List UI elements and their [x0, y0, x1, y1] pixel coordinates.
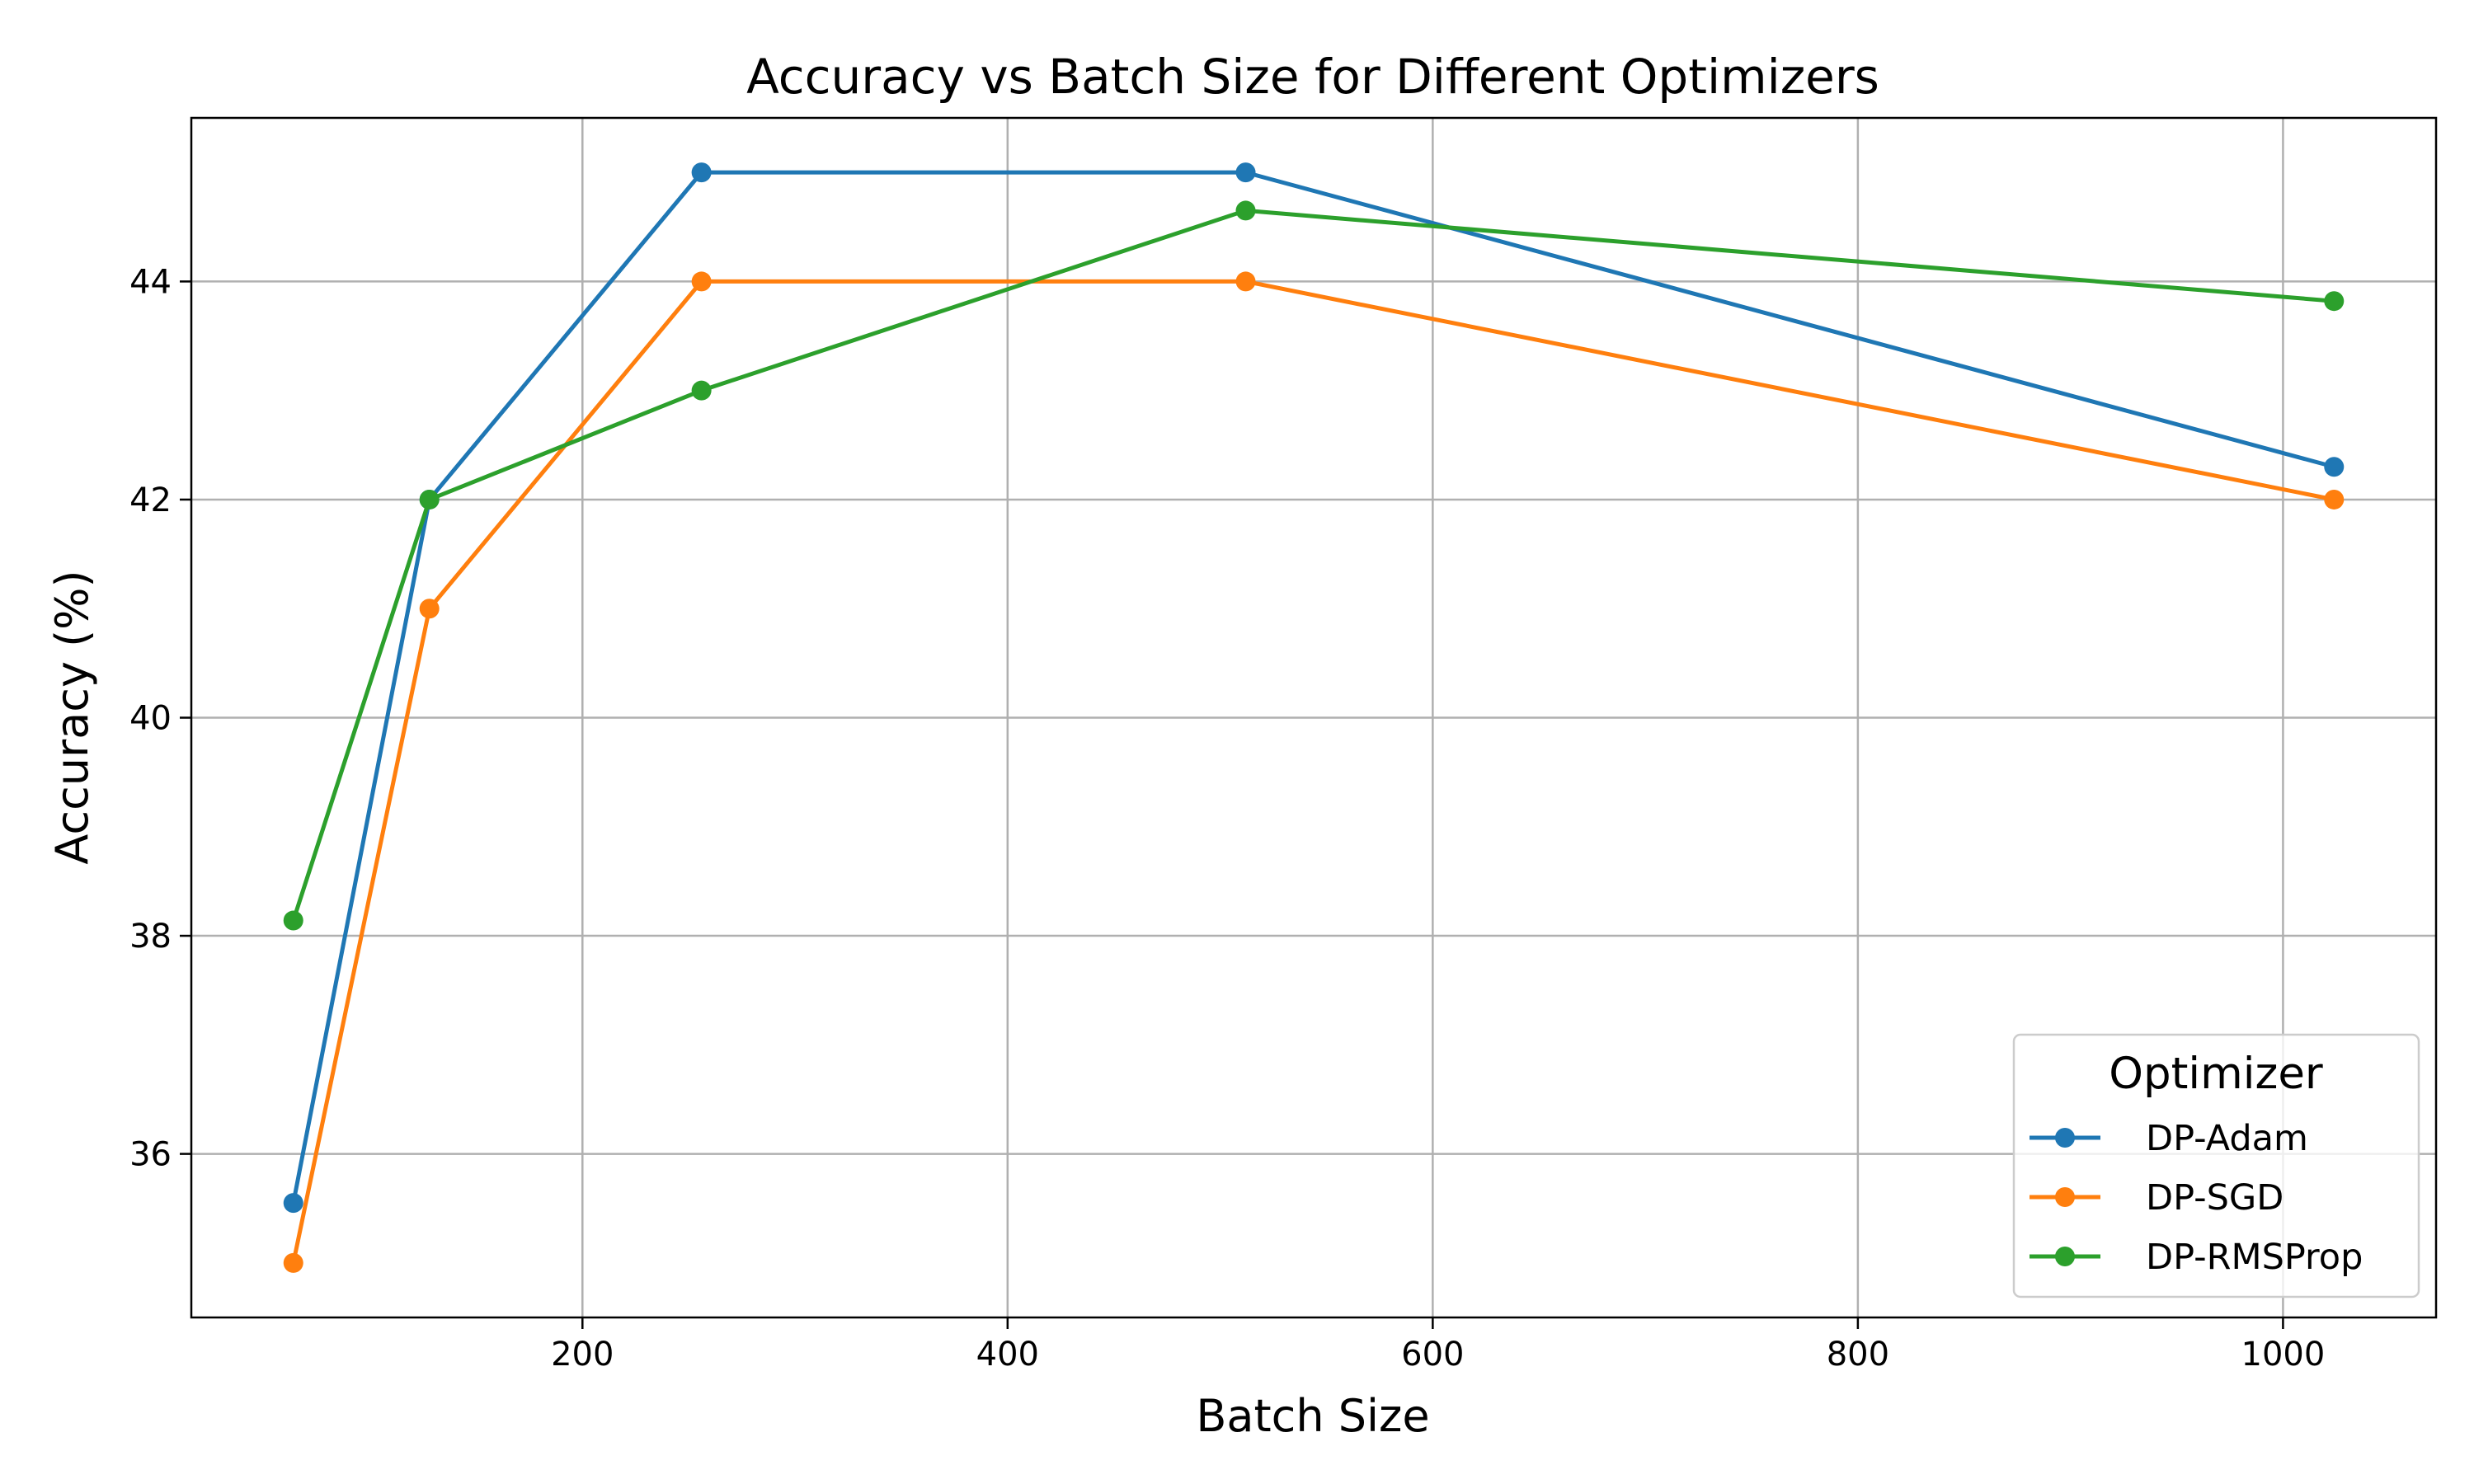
legend-entry: DP-Adam	[2030, 1118, 2308, 1159]
axis-ticks: 200 400 600 800 1000 36 38 40 42 44	[129, 263, 2325, 1374]
data-point	[2324, 489, 2345, 510]
chart-title: Accuracy vs Batch Size for Different Opt…	[746, 49, 1879, 105]
legend-title: Optimizer	[2109, 1049, 2323, 1099]
series-dp-rmsprop	[283, 200, 2345, 931]
legend-marker	[2055, 1128, 2075, 1148]
y-tick-label: 36	[129, 1136, 172, 1174]
data-point	[283, 1252, 303, 1273]
legend-box	[2012, 1033, 2420, 1298]
y-axis-label: Accuracy (%)	[46, 570, 98, 864]
data-point	[1235, 200, 1256, 221]
legend-label: DP-Adam	[2146, 1118, 2308, 1159]
series-dp-sgd	[283, 271, 2345, 1273]
data-point	[2324, 457, 2345, 477]
legend: Optimizer DP-Adam DP-SGD DP-RMSProp	[2012, 1033, 2420, 1298]
data-point	[691, 271, 712, 292]
data-point	[419, 489, 440, 510]
data-point	[691, 162, 712, 183]
legend-entry: DP-RMSProp	[2030, 1237, 2363, 1278]
data-point	[2324, 291, 2345, 312]
series-layer	[283, 162, 2345, 1273]
y-tick-label: 40	[129, 700, 172, 738]
legend-entries: DP-Adam DP-SGD DP-RMSProp	[2030, 1118, 2363, 1278]
x-axis-label: Batch Size	[1196, 1390, 1429, 1442]
y-tick-label: 38	[129, 918, 172, 956]
y-tick-label: 44	[129, 263, 172, 301]
legend-label: DP-RMSProp	[2146, 1237, 2363, 1278]
legend-marker	[2055, 1247, 2075, 1266]
x-tick-label: 400	[976, 1336, 1039, 1374]
x-tick-label: 1000	[2241, 1336, 2326, 1374]
x-tick-label: 600	[1401, 1336, 1464, 1374]
data-point	[283, 1193, 303, 1214]
x-tick-label: 200	[551, 1336, 614, 1374]
y-tick-label: 42	[129, 481, 172, 519]
data-point	[1235, 271, 1256, 292]
plot-area-frame	[190, 116, 2438, 1319]
data-point	[283, 910, 303, 931]
legend-marker	[2055, 1187, 2075, 1207]
legend-label: DP-SGD	[2146, 1177, 2284, 1219]
legend-entry: DP-SGD	[2030, 1177, 2284, 1219]
data-point	[691, 380, 712, 401]
data-point	[419, 599, 440, 619]
data-point	[1235, 162, 1256, 183]
x-tick-label: 800	[1827, 1336, 1889, 1374]
